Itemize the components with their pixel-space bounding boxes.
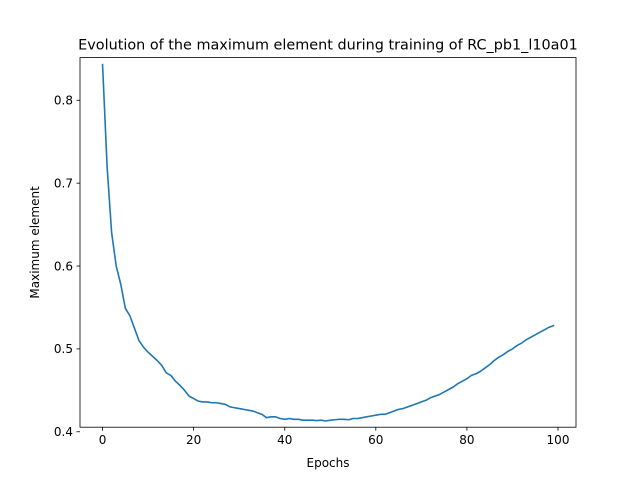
series-line: [101, 63, 555, 422]
plot-frame: [79, 57, 577, 428]
x-tick-label: 0: [99, 433, 107, 447]
chart-title: Evolution of the maximum element during …: [78, 38, 578, 54]
x-tick-label: 20: [186, 433, 201, 447]
x-axis-ticks: 0 20 40 60 80 100: [99, 427, 570, 447]
y-axis-ticks: 0.4 0.5 0.6 0.7 0.8: [54, 94, 80, 439]
x-tick-label: 80: [459, 433, 474, 447]
x-tick-label: 60: [368, 433, 383, 447]
plot-area: [80, 57, 576, 428]
x-tick-label: 100: [547, 433, 570, 447]
y-tick-label: 0.5: [54, 342, 73, 356]
y-tick-label: 0.4: [54, 425, 73, 439]
series-layer: [101, 63, 555, 422]
x-axis-label: Epochs: [307, 456, 350, 470]
y-axis-label: Maximum element: [28, 186, 42, 299]
x-tick-label: 40: [277, 433, 292, 447]
y-tick-label: 0.7: [54, 176, 73, 190]
y-tick-label: 0.8: [54, 94, 73, 108]
y-tick-label: 0.6: [54, 259, 73, 273]
